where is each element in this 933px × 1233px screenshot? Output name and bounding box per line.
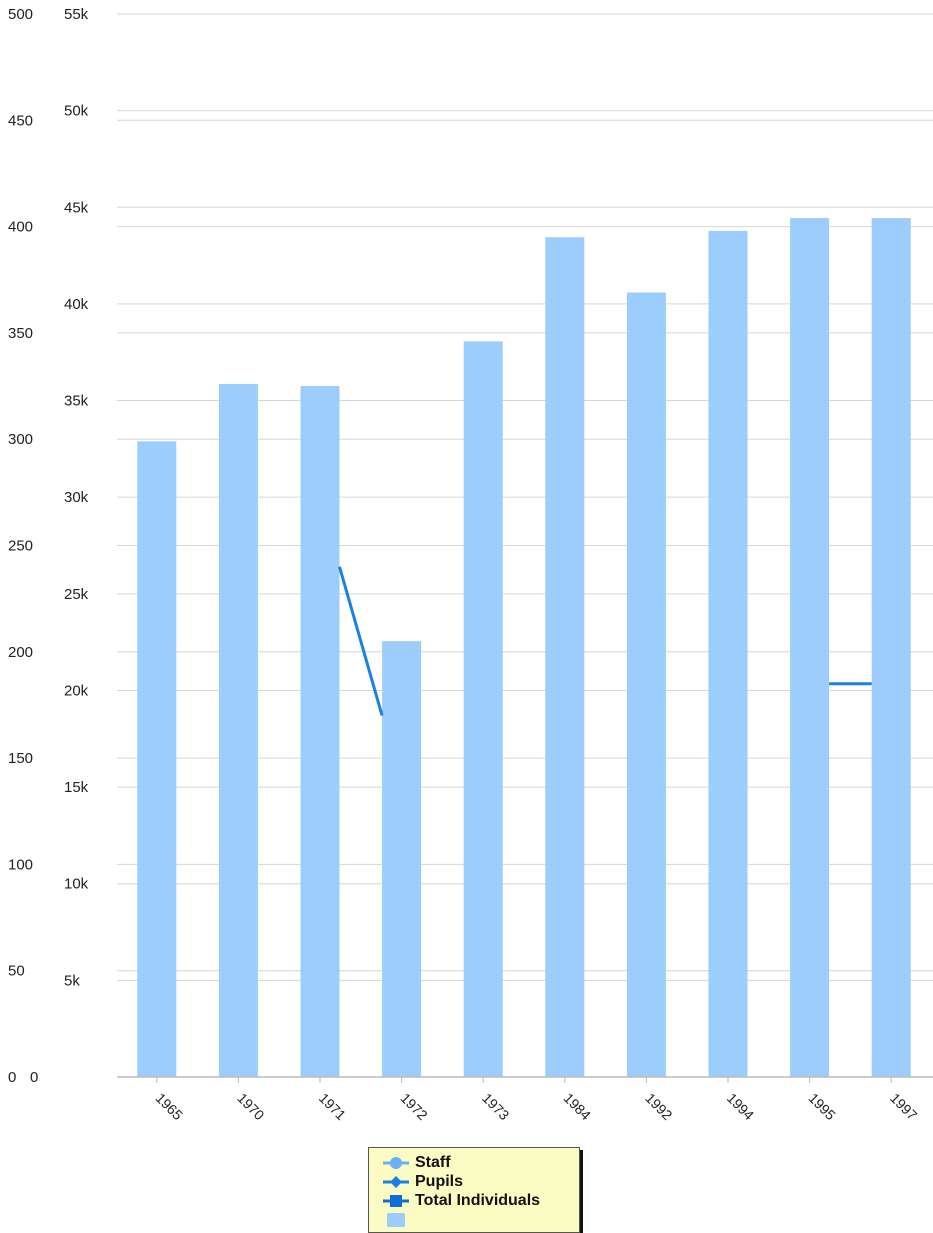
y-tick-label-right: 30k: [64, 489, 89, 506]
y-tick-label-right: 35k: [64, 393, 89, 410]
x-tick-label: 1984: [561, 1090, 594, 1123]
bar-swatch-icon: [383, 1212, 409, 1227]
square-marker-icon: [383, 1194, 409, 1208]
y-tick-label-right: 10k: [64, 876, 89, 893]
y-tick-label-left: 300: [8, 431, 33, 448]
x-tick-label: 1965: [153, 1090, 186, 1123]
y-tick-label-left: 0: [8, 1069, 16, 1086]
bar: [218, 383, 258, 1077]
bar: [300, 386, 340, 1077]
legend-label: Total Individuals: [415, 1191, 541, 1209]
diamond-marker-icon: [383, 1175, 409, 1189]
x-tick-label: 1995: [805, 1090, 838, 1123]
y-tick-label-right: 15k: [64, 779, 89, 796]
y-tick-label-right: 50k: [64, 103, 89, 120]
y-tick-label-right: 55k: [64, 6, 89, 23]
bar-series: [137, 218, 911, 1078]
legend-label: Pupils: [415, 1172, 464, 1190]
circle-marker-icon: [383, 1156, 409, 1170]
x-tick-label: 1994: [724, 1090, 757, 1123]
legend-item-staff[interactable]: Staff: [383, 1153, 579, 1172]
x-tick-label: 1997: [887, 1090, 920, 1123]
legend-label: Staff: [415, 1153, 451, 1171]
bar: [137, 441, 177, 1077]
y-tick-label-right: 25k: [64, 586, 89, 603]
x-tick-label: 1971: [316, 1090, 349, 1123]
chart: 0 50 100 150 200 250 300 350 400 450 500 5k 10k 15k 20…: [8, 6, 933, 1123]
bar: [382, 641, 422, 1077]
bar: [626, 292, 666, 1078]
y-tick-label-right: 5k: [64, 972, 80, 989]
y-tick-label-left: 200: [8, 644, 33, 661]
legend: Staff Pupils Total Individuals: [368, 1147, 580, 1233]
y-tick-label-left: 500: [8, 6, 33, 23]
legend-item-bars[interactable]: [383, 1210, 579, 1229]
y-tick-label-right: 45k: [64, 199, 89, 216]
y-tick-label-left: 250: [8, 538, 33, 555]
bar: [871, 218, 911, 1077]
bar: [790, 218, 830, 1077]
y-tick-label-right: 40k: [64, 296, 89, 313]
line-segment-pupils: [338, 566, 384, 716]
x-tick-label: 1992: [642, 1090, 675, 1123]
x-tick-label: 1970: [234, 1090, 267, 1123]
legend-item-total-individuals[interactable]: Total Individuals: [383, 1191, 579, 1210]
y-tick-label-right: 20k: [64, 682, 89, 699]
y-tick-label-zero: 0: [30, 1069, 38, 1086]
y-tick-label-left: 350: [8, 325, 33, 342]
y-tick-label-left: 100: [8, 856, 33, 873]
bar: [545, 237, 585, 1078]
y-tick-label-left: 50: [8, 963, 25, 980]
legend-item-pupils[interactable]: Pupils: [383, 1172, 579, 1191]
line-series: [338, 566, 872, 716]
x-tick-label: 1973: [479, 1090, 512, 1123]
y-tick-label-left: 400: [8, 219, 33, 236]
bar: [463, 341, 503, 1077]
bar: [708, 230, 748, 1078]
y-tick-label-left: 150: [8, 750, 33, 767]
y-tick-label-left: 450: [8, 112, 33, 129]
x-tick-label: 1972: [397, 1090, 430, 1123]
